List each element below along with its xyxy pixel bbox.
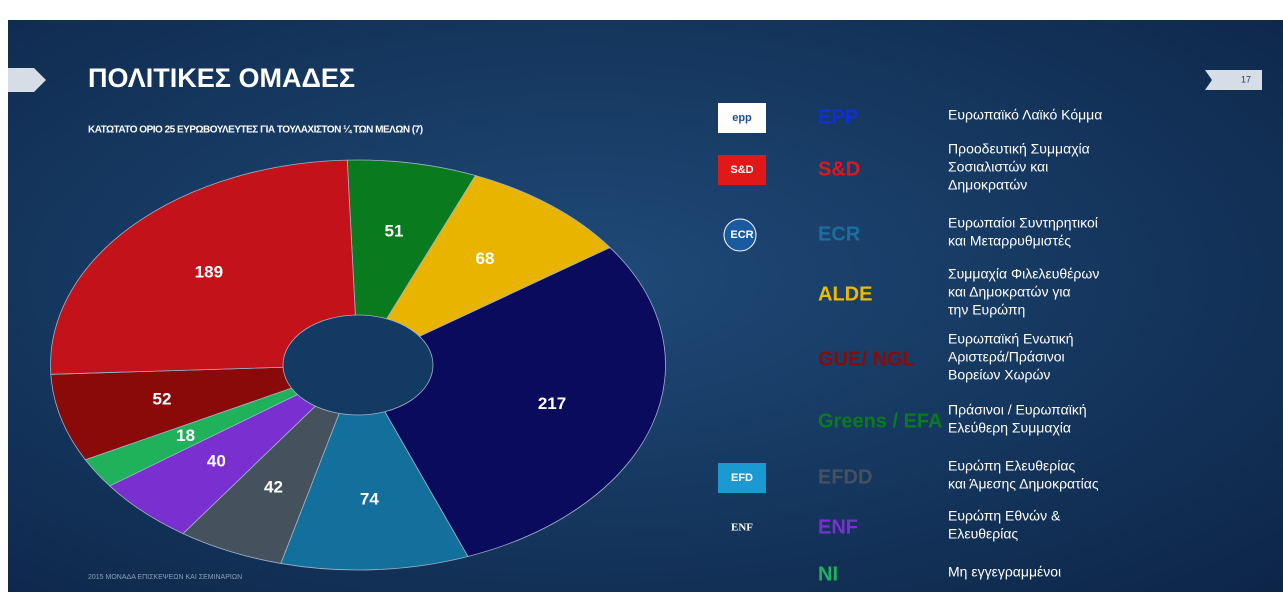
- legend-description: Σοσιαλιστών και: [948, 159, 1048, 175]
- footer: 2015 ΜΟΝΑΔΑ ΕΠΙΣΚΕΨΕΩΝ ΚΑΙ ΣΕΜΙΝΑΡΙΩΝ: [88, 574, 242, 581]
- legend-description: την Ευρώπη: [948, 302, 1025, 318]
- donut: [51, 160, 666, 570]
- slice-label: 42: [264, 477, 283, 496]
- logo-text: S&D: [730, 164, 753, 176]
- slice: [358, 248, 666, 557]
- legend-description: Προοδευτική Συμμαχία: [948, 141, 1090, 157]
- legend-abbr: EPP: [818, 106, 858, 128]
- slice: [347, 160, 475, 365]
- legend-description: Μη εγγεγραμμένοι: [948, 564, 1061, 580]
- legend-abbr: GUE/ NGL: [818, 348, 915, 370]
- legend-description: Βορείων Χωρών: [948, 367, 1050, 383]
- legend-description: Ευρωπαϊκή Ενωτική: [948, 331, 1074, 347]
- legend-description: και Μεταρρυθμιστές: [948, 233, 1071, 249]
- slice-label: 68: [476, 249, 495, 268]
- logo-shape: [718, 103, 766, 133]
- chart-subtitle: ΚΑΤΩΤΑΤΟ ΟΡΙΟ 25 ΕΥΡΩΒΟΥΛΕΥΤΕΣ ΓΙΑ ΤΟΥΛΑ…: [88, 125, 423, 136]
- slice-label: 40: [207, 451, 226, 470]
- slice-label: 52: [153, 390, 172, 409]
- slice-label: 74: [360, 490, 379, 509]
- legend-description: Ευρώπη Ελευθερίας: [948, 458, 1075, 474]
- logo-text: ECR: [730, 229, 753, 241]
- slice: [51, 160, 358, 374]
- logo-shape: [723, 218, 757, 252]
- slice: [358, 176, 610, 365]
- legend-description: και Δημοκρατών για: [948, 284, 1071, 300]
- legend-description: Ευρώπη Εθνών &: [948, 508, 1061, 524]
- slice-label: 51: [385, 221, 404, 240]
- legend-abbr: S&D: [818, 158, 860, 180]
- legend-description: και Άμεσης Δημοκρατίας: [948, 476, 1099, 492]
- page-number: 17: [1241, 74, 1251, 84]
- page-tab: [1205, 70, 1262, 90]
- legend-abbr: ENF: [818, 516, 858, 538]
- slice: [51, 365, 358, 460]
- logo-text: EFD: [731, 472, 753, 484]
- legend-description: Συμμαχία Φιλελευθέρων: [948, 266, 1099, 282]
- legend-abbr: NI: [818, 563, 838, 585]
- legend-abbr: ALDE: [818, 283, 872, 305]
- legend-abbr: ECR: [818, 223, 861, 245]
- legend-description: Αριστερά/Πράσινοι: [948, 349, 1065, 365]
- legend-description: Πράσινοι / Ευρωπαϊκή: [948, 402, 1087, 418]
- chart-title: ΠΟΛΙΤΙΚΕΣ ΟΜΑΔΕΣ: [88, 63, 355, 93]
- logo-text: ENF: [731, 522, 753, 534]
- logo-text: epp: [732, 112, 752, 124]
- slice-label: 18: [176, 426, 195, 445]
- title-arrow: [8, 68, 46, 92]
- logo-shape: [718, 463, 766, 493]
- legend-description: Ευρωπαϊκό Λαϊκό Κόμμα: [948, 107, 1102, 123]
- legend: epp EPP Ευρωπαϊκό Λαϊκό Κόμμα S&D S&D Προοδευ…: [718, 103, 1102, 585]
- legend-abbr: Greens / EFA: [818, 410, 943, 432]
- legend-description: Δημοκρατών: [948, 177, 1027, 193]
- legend-description: Ελευθερίας: [948, 526, 1018, 542]
- donut-hole: [283, 315, 433, 415]
- logo-shape: [718, 155, 766, 185]
- slice: [281, 365, 468, 570]
- legend-description: Ελεύθερη Συμμαχία: [948, 420, 1071, 436]
- slice-label: 189: [195, 263, 223, 282]
- legend-abbr: EFDD: [818, 466, 872, 488]
- slice-label: 217: [538, 394, 566, 413]
- legend-description: Ευρωπαίοι Συντηρητικοί: [948, 215, 1098, 231]
